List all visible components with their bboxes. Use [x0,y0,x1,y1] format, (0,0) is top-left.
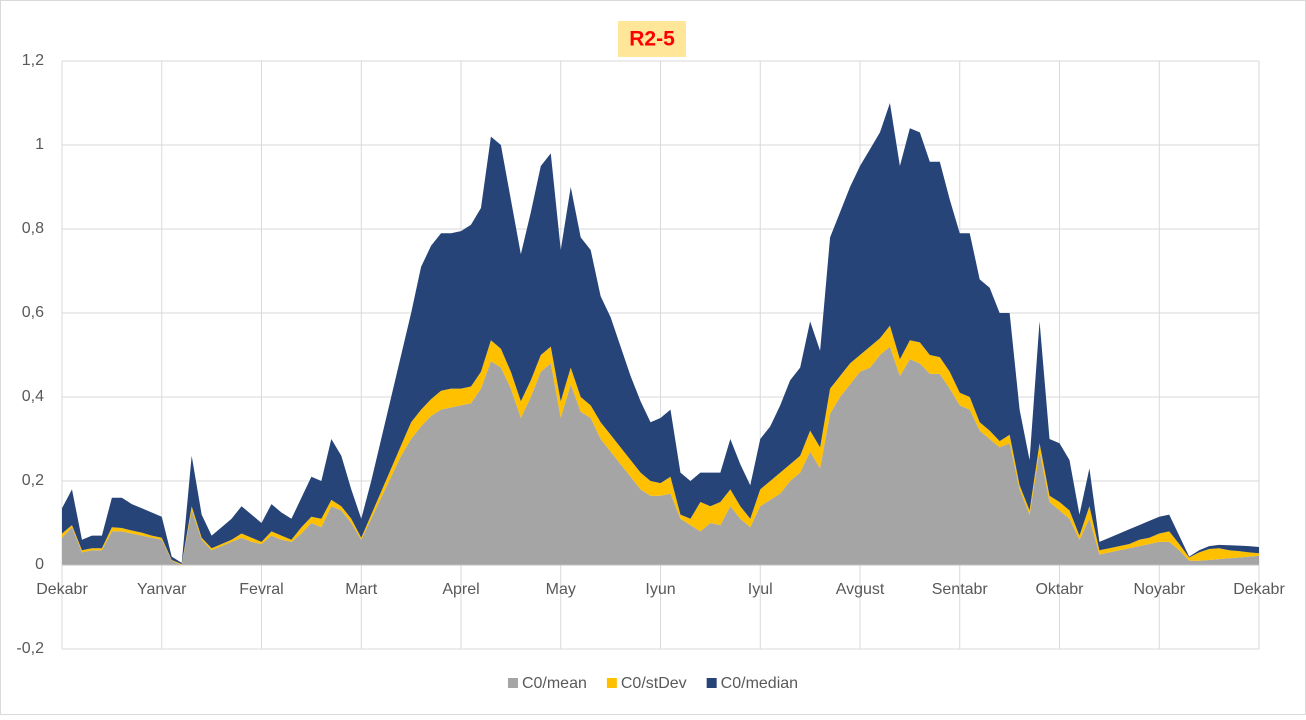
legend-label: C0/median [721,675,798,692]
x-tick-label: Sentabr [932,581,989,598]
x-tick-label: Noyabr [1133,581,1185,598]
x-tick-label: Avgust [836,581,885,598]
x-tick-label: Aprel [442,581,479,598]
y-tick-label: 1,2 [22,52,44,69]
legend-swatch [507,678,518,688]
chart-title: R2-5 [629,28,675,51]
title-box [618,21,686,57]
y-tick-label: 0 [35,556,44,573]
x-tick-label: Iyul [748,581,773,598]
y-tick-label: 0,2 [22,472,44,489]
area [62,103,1259,565]
y-tick-label: 1 [35,136,44,153]
x-tick-label: May [546,581,576,598]
x-tick-label: Fevral [239,581,283,598]
x-tick-label: Dekabr [36,581,88,598]
legend: C0/mean C0/stDev C0/median [507,675,798,692]
y-tick-label: 0,6 [22,304,44,321]
x-tick-label: Oktabr [1035,581,1084,598]
plot-area [62,103,1259,566]
x-tick-label: Dekabr [1233,581,1285,598]
area [62,325,1259,565]
legend-label: C0/stDev [621,675,687,692]
x-tick-label: Yanvar [137,581,187,598]
x-tick-label: Mart [345,581,378,598]
y-tick-label: 0,8 [22,220,44,237]
legend-swatch [606,678,617,688]
axis-labels: -0,2 0 0,2 0,4 0,6 0,8 1 1,2 Dekabr Yanvar Fevral M… [16,52,1285,657]
legend-swatch [706,678,717,688]
y-tick-label: -0,2 [16,640,44,657]
legend-label: C0/mean [522,675,587,692]
area [62,346,1259,565]
y-tick-label: 0,4 [22,388,44,405]
x-tick-label: Iyun [645,581,675,598]
